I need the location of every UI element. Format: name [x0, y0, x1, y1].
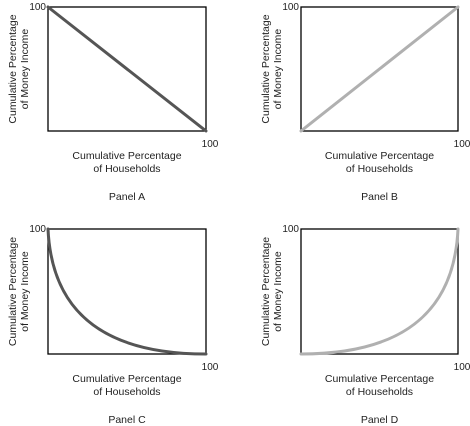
x-axis-label-line: Cumulative Percentage — [325, 373, 434, 385]
x-axis-label-line: of Households — [346, 386, 413, 398]
panel-label: Panel D — [361, 414, 399, 426]
y-axis-label-line: of Money Income — [272, 29, 284, 110]
plot-frame — [47, 228, 207, 355]
y-axis-label-line: of Money Income — [19, 251, 31, 332]
x-axis-label-line: of Households — [93, 163, 160, 175]
income-distribution-curve — [46, 5, 208, 133]
y-axis-label-line: Cumulative Percentage — [7, 237, 19, 346]
y-tick-label: 100 — [29, 224, 46, 235]
x-tick-label: 100 — [454, 362, 470, 373]
y-axis-label: Cumulative Percentageof Money Income — [7, 237, 31, 346]
y-axis-label-line: of Money Income — [19, 29, 31, 110]
y-axis-label-line: Cumulative Percentage — [7, 14, 19, 123]
panel-label: Panel C — [108, 414, 146, 426]
y-tick-label: 100 — [282, 224, 299, 235]
x-axis-label-line: of Households — [93, 386, 160, 398]
x-axis-label-line: of Households — [346, 163, 413, 175]
x-tick-label: 100 — [202, 139, 219, 150]
income-distribution-curve — [299, 227, 460, 356]
x-tick-label: 100 — [454, 139, 470, 150]
y-axis-label: Cumulative Percentageof Money Income — [7, 14, 31, 123]
y-axis-label: Cumulative Percentageof Money Income — [260, 14, 284, 123]
x-axis-label-line: Cumulative Percentage — [325, 150, 434, 162]
y-tick-label: 100 — [29, 2, 46, 13]
y-tick-label: 100 — [282, 2, 299, 13]
panel-label: Panel B — [361, 191, 398, 203]
plot-frame — [47, 6, 207, 132]
y-axis-label-line: Cumulative Percentage — [260, 14, 272, 123]
plot-frame — [300, 6, 459, 132]
plot-frame — [300, 228, 459, 355]
y-axis-label-line: Cumulative Percentage — [260, 237, 272, 346]
x-axis-label-line: Cumulative Percentage — [72, 150, 181, 162]
x-tick-label: 100 — [202, 362, 219, 373]
income-distribution-curve — [299, 5, 460, 133]
income-distribution-curve — [46, 227, 208, 356]
panel-label: Panel A — [109, 191, 145, 203]
y-axis-label: Cumulative Percentageof Money Income — [260, 237, 284, 346]
y-axis-label-line: of Money Income — [272, 251, 284, 332]
x-axis-label-line: Cumulative Percentage — [72, 373, 181, 385]
